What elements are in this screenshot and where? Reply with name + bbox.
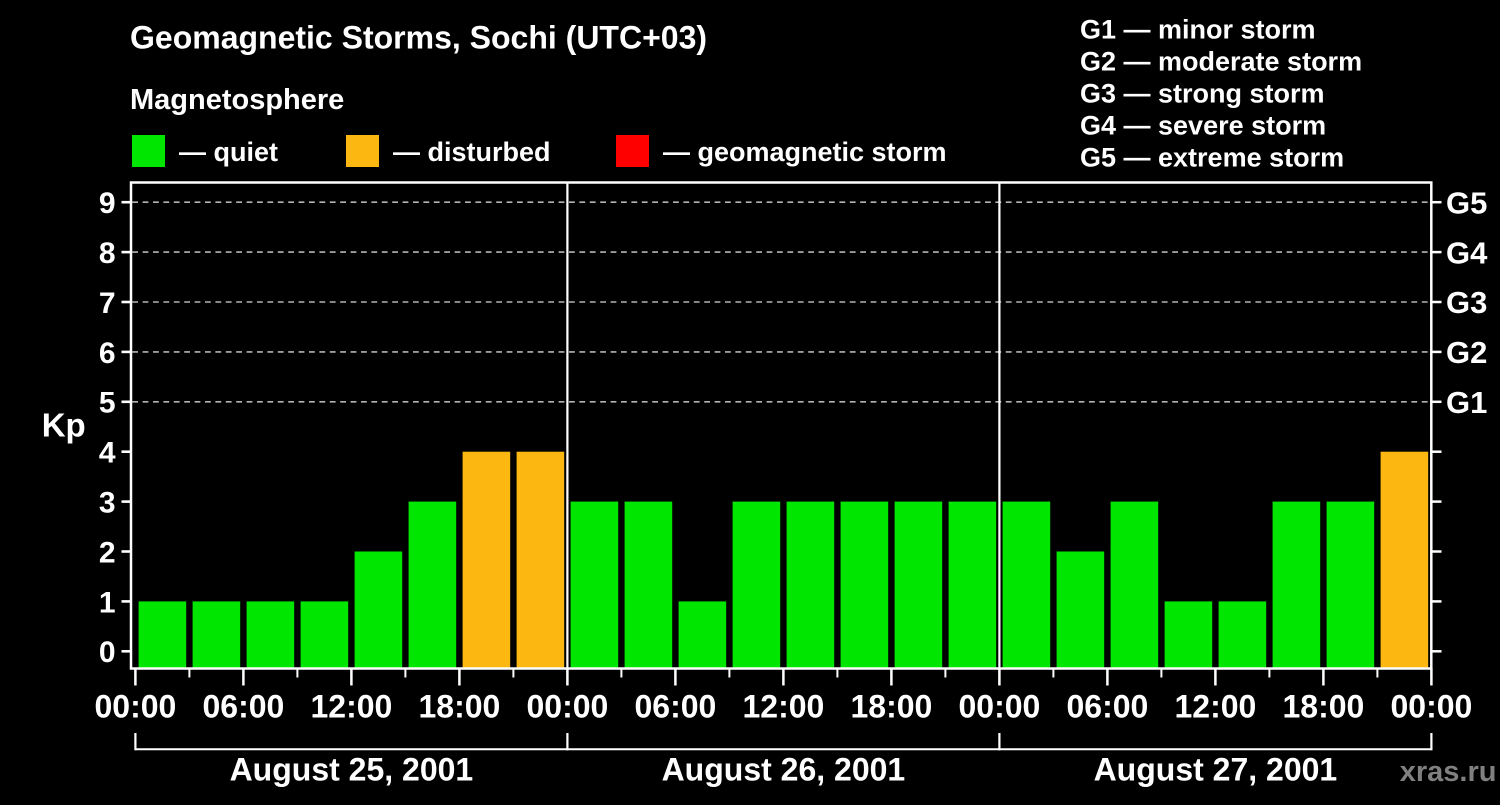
svg-text:18:00: 18:00 [1282, 688, 1364, 724]
svg-text:8: 8 [99, 237, 116, 270]
svg-text:— quiet: — quiet [179, 137, 278, 167]
svg-text:5: 5 [99, 387, 116, 420]
svg-text:06:00: 06:00 [202, 688, 284, 724]
svg-text:— geomagnetic storm: — geomagnetic storm [663, 137, 947, 167]
svg-text:G3 — strong storm: G3 — strong storm [1080, 78, 1325, 108]
svg-text:G2 — moderate storm: G2 — moderate storm [1080, 46, 1362, 76]
svg-text:Magnetosphere: Magnetosphere [130, 84, 344, 116]
svg-text:18:00: 18:00 [418, 688, 500, 724]
svg-text:7: 7 [99, 287, 116, 320]
svg-text:00:00: 00:00 [1390, 688, 1472, 724]
svg-text:6: 6 [99, 337, 116, 370]
svg-text:2: 2 [99, 536, 116, 569]
svg-text:4: 4 [99, 437, 116, 470]
svg-text:August 25, 2001: August 25, 2001 [230, 752, 474, 788]
svg-text:G1 — minor storm: G1 — minor storm [1080, 14, 1316, 44]
svg-text:August 27, 2001: August 27, 2001 [1094, 752, 1338, 788]
svg-text:12:00: 12:00 [742, 688, 824, 724]
svg-text:00:00: 00:00 [526, 688, 608, 724]
svg-text:August 26, 2001: August 26, 2001 [662, 752, 906, 788]
svg-text:G4 — severe storm: G4 — severe storm [1080, 110, 1326, 140]
svg-text:3: 3 [99, 487, 116, 520]
svg-text:G1: G1 [1446, 385, 1487, 420]
svg-text:06:00: 06:00 [1066, 688, 1148, 724]
svg-text:0: 0 [99, 636, 116, 669]
svg-text:18:00: 18:00 [850, 688, 932, 724]
svg-text:G5: G5 [1446, 185, 1487, 220]
svg-text:G4: G4 [1446, 235, 1488, 270]
svg-text:G5 — extreme storm: G5 — extreme storm [1080, 142, 1344, 172]
svg-text:1: 1 [99, 586, 116, 619]
svg-text:9: 9 [99, 187, 116, 220]
svg-text:— disturbed: — disturbed [393, 137, 551, 167]
svg-text:06:00: 06:00 [634, 688, 716, 724]
svg-text:G2: G2 [1446, 335, 1487, 370]
svg-text:Geomagnetic Storms, Sochi (UTC: Geomagnetic Storms, Sochi (UTC+03) [130, 19, 707, 55]
svg-text:Kp: Kp [42, 407, 86, 444]
svg-text:00:00: 00:00 [94, 688, 176, 724]
svg-text:00:00: 00:00 [958, 688, 1040, 724]
svg-text:xras.ru: xras.ru [1400, 756, 1497, 788]
svg-text:12:00: 12:00 [310, 688, 392, 724]
svg-text:12:00: 12:00 [1174, 688, 1256, 724]
svg-text:G3: G3 [1446, 285, 1487, 320]
